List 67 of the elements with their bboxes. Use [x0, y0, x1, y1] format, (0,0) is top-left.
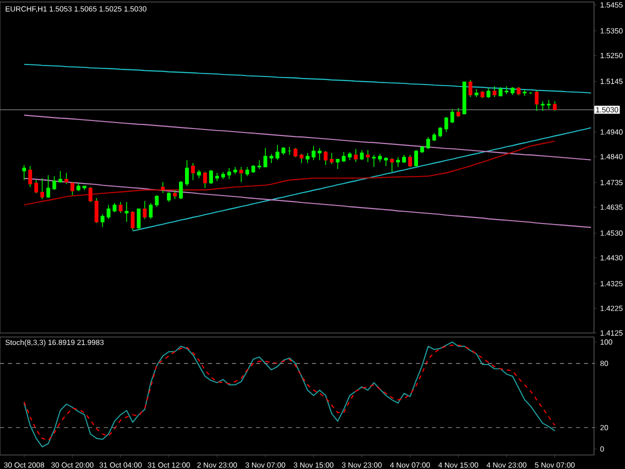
candlestick: [504, 86, 508, 94]
candlestick: [203, 172, 207, 188]
candlestick: [118, 202, 123, 214]
candlestick: [94, 198, 98, 224]
candlestick: [552, 100, 557, 112]
candlestick: [414, 150, 418, 166]
candlestick: [88, 186, 92, 202]
candlestick: [312, 146, 316, 160]
candlestick: [22, 164, 26, 180]
candlestick: [28, 166, 32, 188]
candlestick: [540, 100, 545, 112]
line-series: [24, 114, 592, 160]
candlestick: [318, 148, 322, 160]
candlestick: [166, 192, 171, 202]
candlestick: [106, 204, 110, 220]
candlestick: [130, 210, 135, 231]
candlestick: [209, 170, 213, 184]
candlestick: [263, 148, 268, 168]
candlestick: [172, 190, 177, 200]
candlestick: [342, 152, 346, 162]
candlestick: [294, 148, 298, 158]
candlestick: [300, 154, 304, 164]
candlestick: [142, 200, 147, 220]
candlestick: [366, 150, 370, 162]
candlestick: [100, 214, 104, 228]
candlestick: [34, 180, 38, 194]
candlestick: [468, 80, 472, 98]
line-series: [132, 127, 592, 232]
candlestick: [64, 172, 68, 184]
candlestick: [245, 166, 250, 177]
candlestick: [136, 208, 141, 231]
candlestick: [58, 170, 62, 182]
candlestick: [330, 152, 334, 164]
candlestick: [148, 202, 153, 220]
candlestick: [306, 152, 310, 164]
candlestick: [70, 182, 74, 196]
candlestick: [160, 182, 165, 194]
candlestick: [396, 156, 400, 168]
candlestick: [154, 194, 159, 208]
candlestick: [185, 160, 189, 186]
candlestick: [390, 158, 394, 172]
candlestick: [354, 148, 358, 162]
candlestick: [112, 202, 116, 213]
candlestick: [324, 150, 328, 166]
candlestick: [546, 100, 551, 110]
candlestick: [46, 174, 50, 198]
candlestick: [534, 90, 539, 112]
candlestick: [52, 176, 56, 190]
candlestick: [276, 144, 280, 160]
candlestick: [492, 86, 496, 98]
candlestick: [227, 168, 232, 180]
candlestick: [384, 156, 388, 166]
candlestick: [426, 136, 430, 150]
candlestick: [191, 162, 195, 180]
candlestick: [239, 166, 244, 182]
candlestick: [40, 178, 44, 200]
candlestick: [438, 126, 442, 138]
candlestick: [486, 88, 490, 98]
candlestick: [124, 202, 129, 222]
candlestick: [360, 150, 364, 160]
candlestick: [372, 154, 376, 168]
candlestick: [336, 158, 340, 170]
candlestick: [179, 180, 183, 200]
candlestick: [269, 154, 274, 164]
candlestick: [444, 116, 448, 132]
candlestick: [408, 154, 412, 168]
candlestick: [450, 108, 454, 124]
